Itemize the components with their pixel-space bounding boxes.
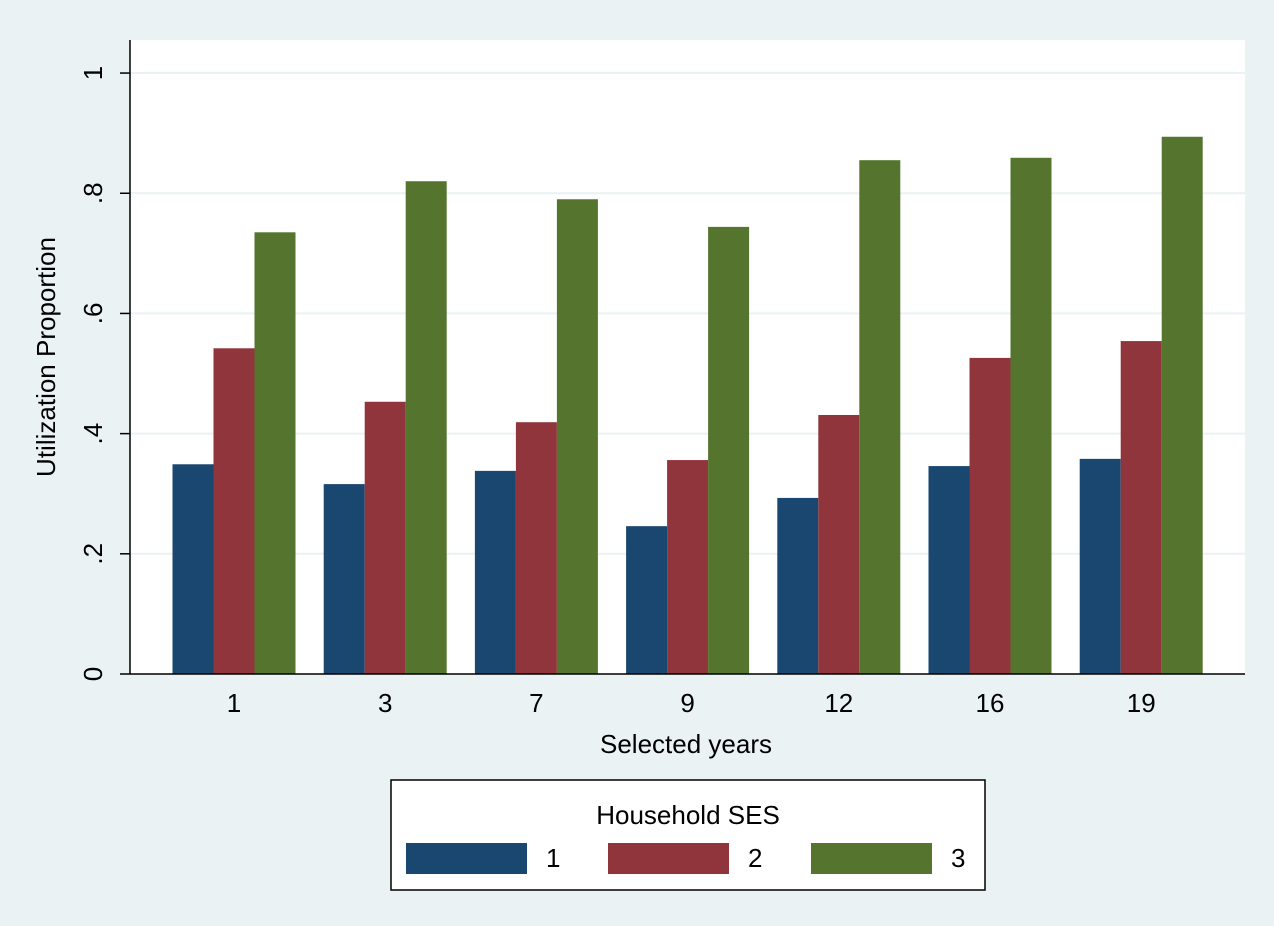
bar [818,414,860,674]
bar [1010,157,1052,675]
bar [928,466,970,674]
y-axis-title: Utilization Proportion [31,237,61,477]
x-tick-label: 9 [680,688,694,718]
bar [474,470,516,674]
y-tick-label: 1 [78,66,108,80]
x-tick-label: 7 [529,688,543,718]
x-tick-label: 19 [1127,688,1156,718]
x-tick-label: 16 [976,688,1005,718]
legend-label: 2 [748,843,762,873]
y-tick-label: .4 [78,423,108,445]
x-tick-label: 12 [824,688,853,718]
bar [213,348,255,674]
y-tick-label: .6 [78,303,108,325]
legend-label: 1 [546,843,560,873]
bar [515,422,557,674]
legend-label: 3 [951,843,965,873]
bar [254,232,296,674]
bar [777,497,819,674]
bar [859,160,901,674]
legend-swatch [811,843,932,874]
bar [1120,341,1162,674]
bar [626,526,668,674]
bar [172,464,214,674]
x-axis-title: Selected years [600,729,772,759]
legend-swatch [406,843,527,874]
y-tick-label: .8 [78,182,108,204]
x-tick-label: 3 [378,688,392,718]
legend-swatch [608,843,729,874]
bar [969,357,1011,674]
bar [323,484,365,674]
y-tick-label: .2 [78,543,108,565]
x-tick-label: 1 [227,688,241,718]
bar [708,226,750,675]
bar [364,401,406,674]
bar [405,181,447,674]
bar [1079,458,1121,674]
legend-title: Household SES [596,800,780,830]
bar [667,460,709,674]
bar [1161,136,1203,674]
bar [556,199,598,674]
y-tick-label: 0 [78,667,108,681]
